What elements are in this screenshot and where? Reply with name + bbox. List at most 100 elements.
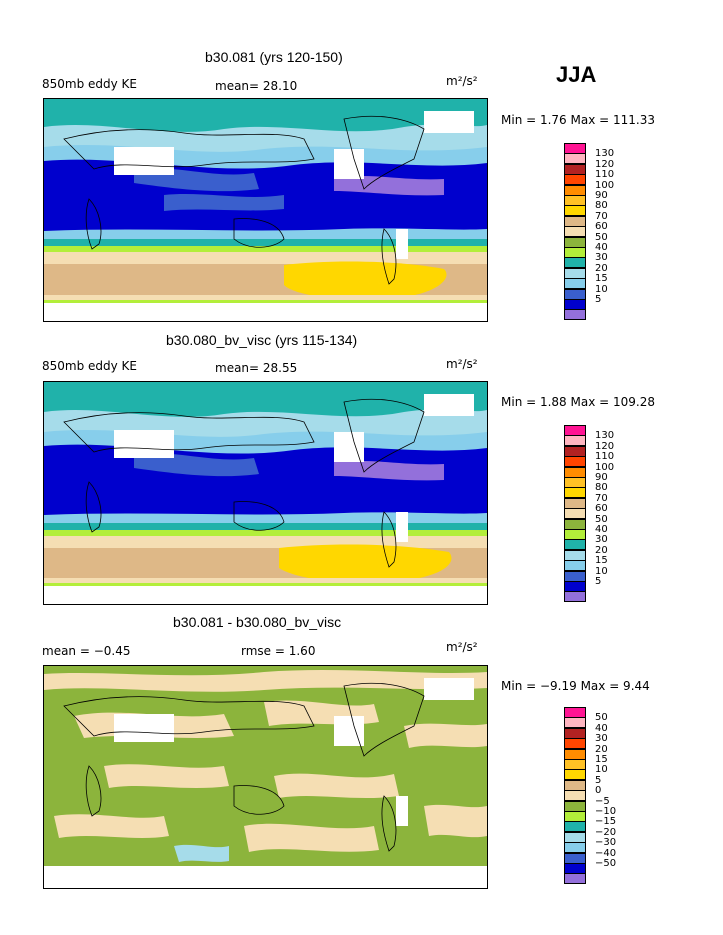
colorbar-tick-label: 20 <box>595 262 608 274</box>
colorbar-swatch <box>564 842 586 854</box>
colorbar-swatch <box>564 236 586 248</box>
panel-3-mean: mean = −0.45 <box>42 644 131 658</box>
colorbar-swatch <box>564 309 586 321</box>
colorbar-swatch <box>564 570 586 582</box>
colorbar-swatch <box>564 425 586 436</box>
panel-1-map <box>43 98 488 322</box>
panel-3-title: b30.081 - b30.080_bv_visc <box>173 614 342 630</box>
colorbar-tick-label: 40 <box>595 722 608 734</box>
colorbar-swatch <box>564 477 586 488</box>
panel-1-units: m²/s² <box>446 74 478 88</box>
colorbar-tick-label: 130 <box>595 430 615 442</box>
colorbar-swatch <box>564 779 586 791</box>
colorbar-swatch <box>564 821 586 833</box>
colorbar-swatch <box>564 184 586 196</box>
panel-3-rmse: rmse = 1.60 <box>241 644 316 658</box>
colorbar-swatch <box>564 163 586 175</box>
colorbar-tick-label: 80 <box>595 200 608 212</box>
panel-2-units: m²/s² <box>446 357 478 371</box>
panel-1-mean: mean= 28.10 <box>215 79 298 93</box>
panel-2-title: b30.080_bv_visc (yrs 115-134) <box>166 332 358 348</box>
colorbar-swatch <box>564 278 586 290</box>
colorbar-tick-label: 110 <box>595 169 615 181</box>
colorbar-swatch <box>564 466 586 478</box>
colorbar-tick-label: 120 <box>595 440 615 452</box>
colorbar-swatch <box>564 518 586 530</box>
panel-3-field <box>44 666 487 888</box>
colorbar-tick-label: 50 <box>595 513 608 525</box>
colorbar-tick-label: 120 <box>595 158 615 170</box>
colorbar-swatch <box>564 539 586 551</box>
colorbar-tick-label: 10 <box>595 565 608 577</box>
panel-1-title: b30.081 (yrs 120-150) <box>205 49 343 65</box>
colorbar-swatch <box>564 299 586 310</box>
colorbar-tick-label: 90 <box>595 190 608 201</box>
colorbar-swatch <box>564 143 586 154</box>
colorbar-swatch <box>564 769 586 781</box>
colorbar-tick-label: 0 <box>595 785 602 797</box>
colorbar-swatch <box>564 717 586 729</box>
colorbar-tick-label: 50 <box>595 231 608 243</box>
colorbar-tick-label: 30 <box>595 252 608 264</box>
season-label: JJA <box>556 62 597 87</box>
colorbar-swatch <box>564 267 586 279</box>
colorbar-tick-label: 5 <box>595 774 602 786</box>
colorbar-tick-label: 70 <box>595 210 608 222</box>
colorbar-swatch <box>564 497 586 509</box>
colorbar-swatch <box>564 529 586 540</box>
colorbar-tick-label: 80 <box>595 482 608 494</box>
colorbar-tick-label: −20 <box>595 826 617 838</box>
colorbar-tick-label: 70 <box>595 492 608 504</box>
colorbar-swatch <box>564 738 586 750</box>
colorbar-swatch <box>564 581 586 592</box>
colorbar-swatch <box>564 727 586 739</box>
panel-1-left-label: 850mb eddy KE <box>42 77 138 91</box>
colorbar-swatch <box>564 790 586 802</box>
colorbar-swatch <box>564 247 586 258</box>
colorbar-tick-label: 15 <box>595 555 608 567</box>
colorbar-swatch <box>564 174 586 186</box>
colorbar-swatch <box>564 591 586 603</box>
colorbar-swatch <box>564 445 586 457</box>
colorbar-swatch <box>564 205 586 217</box>
colorbar-swatch <box>564 456 586 468</box>
colorbar-tick-label: 130 <box>595 148 615 160</box>
colorbar-swatch <box>564 863 586 874</box>
panel-3-map <box>43 665 488 889</box>
colorbar-tick-label: 30 <box>595 534 608 546</box>
colorbar-swatch <box>564 257 586 269</box>
colorbar-swatch <box>564 852 586 864</box>
colorbar-swatch <box>564 707 586 718</box>
colorbar-tick-label: 15 <box>595 754 608 765</box>
colorbar-swatch <box>564 435 586 447</box>
colorbar-tick-label: 40 <box>595 242 608 253</box>
colorbar-swatch <box>564 195 586 206</box>
colorbar-swatch <box>564 487 586 499</box>
panel-2-mean: mean= 28.55 <box>215 361 298 375</box>
colorbar-swatch <box>564 800 586 812</box>
colorbar-tick-label: 10 <box>595 283 608 295</box>
colorbar-tick-label: −10 <box>595 806 617 817</box>
colorbar-tick-label: 5 <box>595 294 602 305</box>
colorbar-tick-label: 30 <box>595 733 608 745</box>
colorbar-swatch <box>564 226 586 238</box>
colorbar-swatch <box>564 748 586 760</box>
colorbar-swatch <box>564 508 586 520</box>
colorbar-swatch <box>564 560 586 572</box>
colorbar-swatch <box>564 759 586 770</box>
panel-2-map <box>43 381 488 605</box>
colorbar-tick-label: 5 <box>595 576 602 587</box>
colorbar-tick-label: 15 <box>595 273 608 285</box>
colorbar-swatch <box>564 831 586 843</box>
colorbar-tick-label: −15 <box>595 816 617 828</box>
colorbar-tick-label: −5 <box>595 795 610 807</box>
colorbar-swatch <box>564 288 586 300</box>
colorbar-tick-label: 100 <box>595 461 615 473</box>
panel-2-field <box>44 382 487 604</box>
colorbar-tick-label: 90 <box>595 472 608 483</box>
colorbar-tick-label: 20 <box>595 743 608 755</box>
colorbar-swatch <box>564 153 586 165</box>
colorbar-tick-label: 60 <box>595 503 608 515</box>
panel-2-left-label: 850mb eddy KE <box>42 359 138 373</box>
colorbar-swatch <box>564 215 586 227</box>
